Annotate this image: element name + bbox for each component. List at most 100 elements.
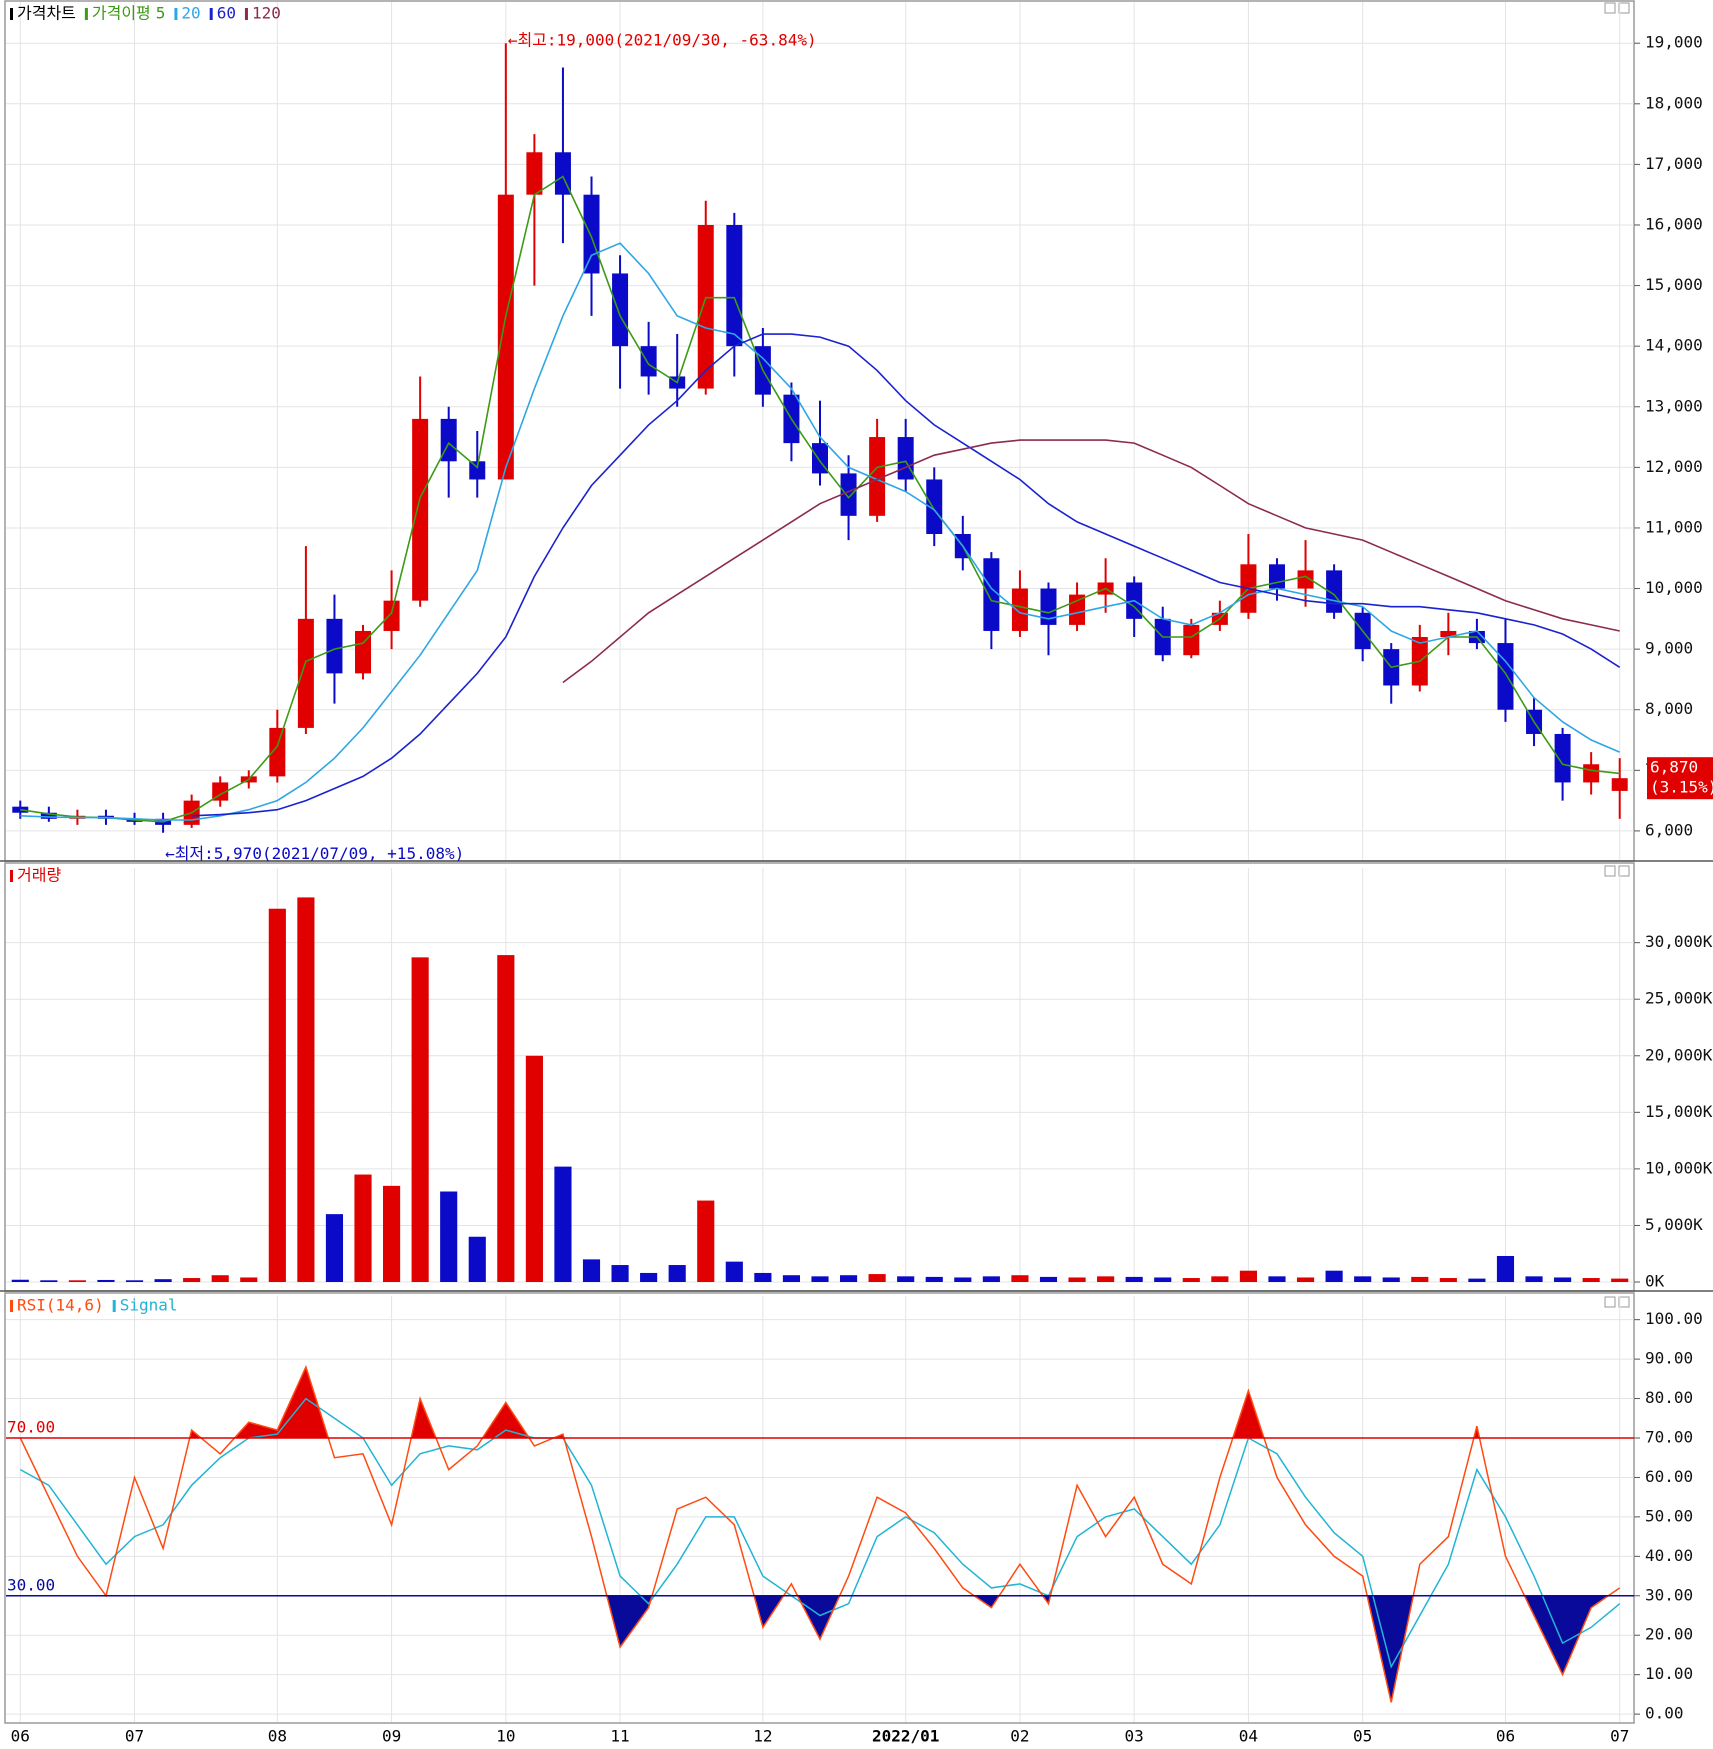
volume-bar [1525, 1276, 1543, 1282]
volume-bar [925, 1276, 943, 1282]
y-tick-label: 70.00 [1645, 1428, 1693, 1447]
candle-body [840, 473, 857, 516]
volume-bar [97, 1279, 115, 1282]
y-tick-label: 17,000 [1645, 154, 1703, 173]
candle-body [412, 418, 429, 601]
candle-body [1611, 778, 1628, 791]
candle-body [926, 479, 943, 535]
volume-bar [725, 1261, 743, 1282]
x-tick-label: 2022/01 [872, 1727, 939, 1746]
legend-marker [112, 1300, 116, 1312]
x-tick-label: 02 [1010, 1727, 1029, 1746]
x-tick-label: 06 [1496, 1727, 1515, 1746]
volume-bar [1354, 1276, 1372, 1282]
volume-bar [1382, 1277, 1400, 1282]
legend-label: 60 [217, 4, 236, 23]
x-tick-label: 07 [1610, 1727, 1629, 1746]
window-buttons[interactable] [1604, 2, 1630, 1308]
candle-body [383, 600, 400, 631]
legend-label: RSI(14,6) [17, 1296, 104, 1315]
volume-bar [954, 1277, 972, 1282]
volume-bar [897, 1276, 915, 1282]
minimize-button[interactable] [1604, 1296, 1616, 1308]
candle-body [1183, 624, 1200, 656]
y-tick-label: 20.00 [1645, 1625, 1693, 1644]
volume-bar [68, 1280, 86, 1282]
volume-bar [1554, 1277, 1572, 1282]
volume-bar [839, 1275, 858, 1282]
legend-marker [10, 870, 13, 882]
candle-body [297, 618, 314, 728]
volume-bar [383, 1185, 401, 1282]
legend-label: Signal [120, 1296, 178, 1315]
volume-bar [411, 957, 429, 1282]
reference-label: 70.00 [7, 1418, 55, 1437]
volume-bar [1325, 1270, 1343, 1282]
volume-bar [982, 1276, 1000, 1282]
volume-bar [1239, 1270, 1257, 1282]
volume-bar [11, 1279, 29, 1282]
y-tick-label: 14,000 [1645, 336, 1703, 355]
last-price-label: 6,870 [1650, 758, 1698, 777]
volume-bar [1039, 1276, 1058, 1282]
y-tick-label: 20,000K [1645, 1045, 1713, 1064]
y-tick-label: 13,000 [1645, 396, 1703, 415]
x-tick-label: 03 [1125, 1727, 1144, 1746]
candle-body [469, 461, 486, 480]
y-tick-label: 100.00 [1645, 1309, 1703, 1328]
minimize-button[interactable] [1604, 865, 1616, 877]
candle-body [1497, 643, 1514, 710]
y-tick-label: 12,000 [1645, 457, 1703, 476]
volume-bar [1268, 1276, 1286, 1282]
y-tick-label: 30,000K [1645, 932, 1713, 951]
close-button[interactable] [1618, 1296, 1630, 1308]
moving-average-line [20, 175, 1620, 823]
x-tick-label: 06 [11, 1727, 30, 1746]
candle-body [1440, 630, 1457, 638]
candle-body [1268, 564, 1285, 589]
volume-bar [582, 1259, 601, 1282]
candle-body [40, 812, 57, 819]
volume-bar [1611, 1278, 1629, 1282]
high-annotation: ←최고:19,000(2021/09/30, -63.84%) [508, 31, 817, 50]
legend-marker [244, 8, 248, 20]
candle-body [983, 558, 1000, 631]
x-tick-label: 04 [1239, 1727, 1258, 1746]
rsi-panel-frame [4, 1292, 1635, 1724]
close-button[interactable] [1618, 2, 1630, 14]
last-change-label: (3.15%) [1650, 778, 1713, 797]
candle-body [12, 806, 29, 813]
legend-label: 가격차트 [17, 4, 76, 23]
close-button[interactable] [1618, 865, 1630, 877]
volume-bar [554, 1166, 572, 1282]
y-tick-label: 0K [1645, 1272, 1665, 1291]
candle-body [897, 437, 914, 480]
y-tick-label: 80.00 [1645, 1388, 1693, 1407]
x-tick-label: 12 [753, 1727, 772, 1746]
y-tick-label: 10.00 [1645, 1664, 1693, 1683]
y-tick-label: 50.00 [1645, 1506, 1693, 1525]
minimize-button[interactable] [1604, 2, 1616, 14]
volume-bar [268, 908, 286, 1282]
moving-average-line [20, 242, 1621, 821]
volume-bar [297, 897, 315, 1282]
candle-body [640, 346, 657, 377]
candle-body [526, 152, 543, 195]
y-tick-label: 60.00 [1645, 1467, 1693, 1486]
candle-body [869, 437, 886, 516]
volume-bar [668, 1265, 686, 1282]
y-tick-label: 11,000 [1645, 517, 1703, 536]
indicator-line [19, 1364, 1621, 1703]
y-tick-label: 25,000K [1645, 989, 1713, 1008]
volume-bar [1011, 1275, 1029, 1282]
candle-body [326, 618, 343, 674]
volume-bar [811, 1276, 829, 1282]
y-tick-label: 8,000 [1645, 699, 1693, 718]
volume-bar [325, 1214, 344, 1282]
y-tick-label: 18,000 [1645, 93, 1703, 112]
y-tick-label: 15,000 [1645, 275, 1703, 294]
volume-bar [468, 1236, 486, 1282]
volume-bar [183, 1278, 201, 1282]
volume-bar [525, 1055, 543, 1282]
